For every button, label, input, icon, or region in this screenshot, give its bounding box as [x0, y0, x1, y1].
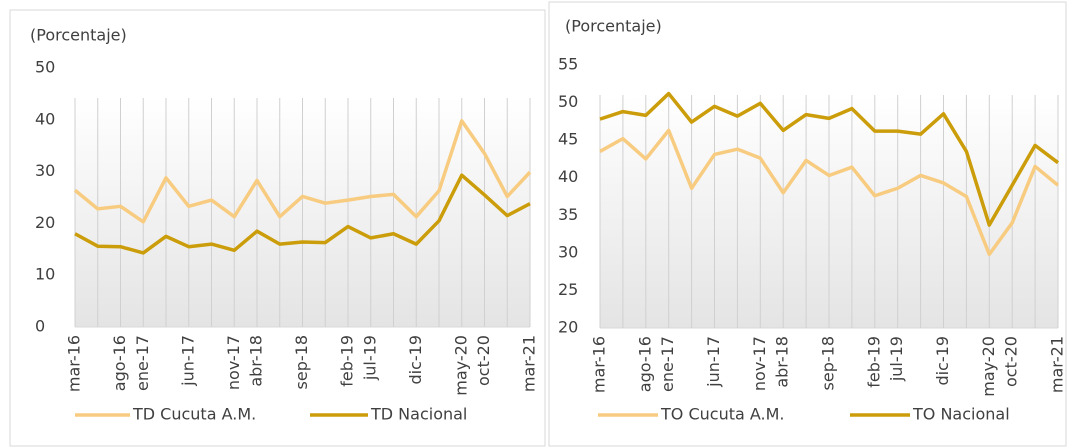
x-tick-label: ene-17 [658, 336, 677, 392]
x-tick-label: sep-18 [292, 335, 311, 389]
x-tick-label: feb-19 [864, 336, 883, 388]
y-tick-label: 0 [35, 317, 45, 336]
x-tick-label: mar-21 [520, 335, 539, 392]
x-tick-label: mar-16 [65, 335, 84, 392]
x-tick-label: sep-18 [819, 336, 838, 390]
y-tick-label: 30 [558, 242, 578, 261]
x-tick-label: ene-17 [133, 335, 152, 391]
x-tick-label: abr-18 [247, 335, 266, 387]
y-tick-label: 50 [35, 58, 55, 77]
series-line [599, 91, 1060, 227]
y-tick-label: 30 [35, 161, 55, 180]
x-tick-label: may-20 [451, 335, 470, 396]
y-tick-label: 45 [558, 130, 578, 149]
legend-label: TD Nacional [370, 405, 467, 424]
series-line [73, 119, 532, 224]
x-tick-label: nov-17 [224, 335, 243, 390]
x-tick-label: mar-16 [590, 336, 609, 393]
axis-title: (Porcentaje) [565, 17, 662, 36]
series-line [599, 128, 1060, 257]
legend-label: TO Cucuta A.M. [660, 405, 785, 424]
x-tick-label: oct-20 [474, 335, 493, 386]
x-tick-label: mar-21 [1048, 336, 1067, 393]
axis-title: (Porcentaje) [30, 26, 127, 45]
x-tick-label: feb-19 [338, 335, 357, 387]
series-line [74, 173, 531, 255]
y-tick-label: 25 [558, 280, 578, 299]
y-tick-label: 55 [558, 55, 578, 74]
y-tick-label: 35 [558, 205, 578, 224]
x-tick-label: ago-16 [635, 336, 654, 392]
x-tick-label: nov-17 [750, 336, 769, 391]
x-tick-label: ago-16 [110, 335, 129, 391]
y-tick-label: 40 [558, 167, 578, 186]
x-tick-label: abr-18 [773, 336, 792, 388]
legend-label: TD Cucuta A.M. [132, 405, 256, 424]
x-tick-label: dic-19 [406, 335, 425, 385]
legend-label: TO Nacional [912, 405, 1010, 424]
y-tick-label: 50 [558, 92, 578, 111]
y-tick-label: 10 [35, 265, 55, 284]
x-tick-label: oct-20 [1002, 336, 1021, 387]
x-tick-label: jul-19 [360, 335, 379, 381]
x-tick-label: jul-19 [887, 336, 906, 382]
x-tick-label: jun-17 [178, 335, 197, 387]
x-tick-label: may-20 [979, 336, 998, 397]
y-tick-label: 40 [35, 109, 55, 128]
y-tick-label: 20 [35, 213, 55, 232]
x-tick-label: jun-17 [704, 336, 723, 388]
x-tick-label: dic-19 [933, 336, 952, 386]
y-tick-label: 20 [558, 318, 578, 337]
